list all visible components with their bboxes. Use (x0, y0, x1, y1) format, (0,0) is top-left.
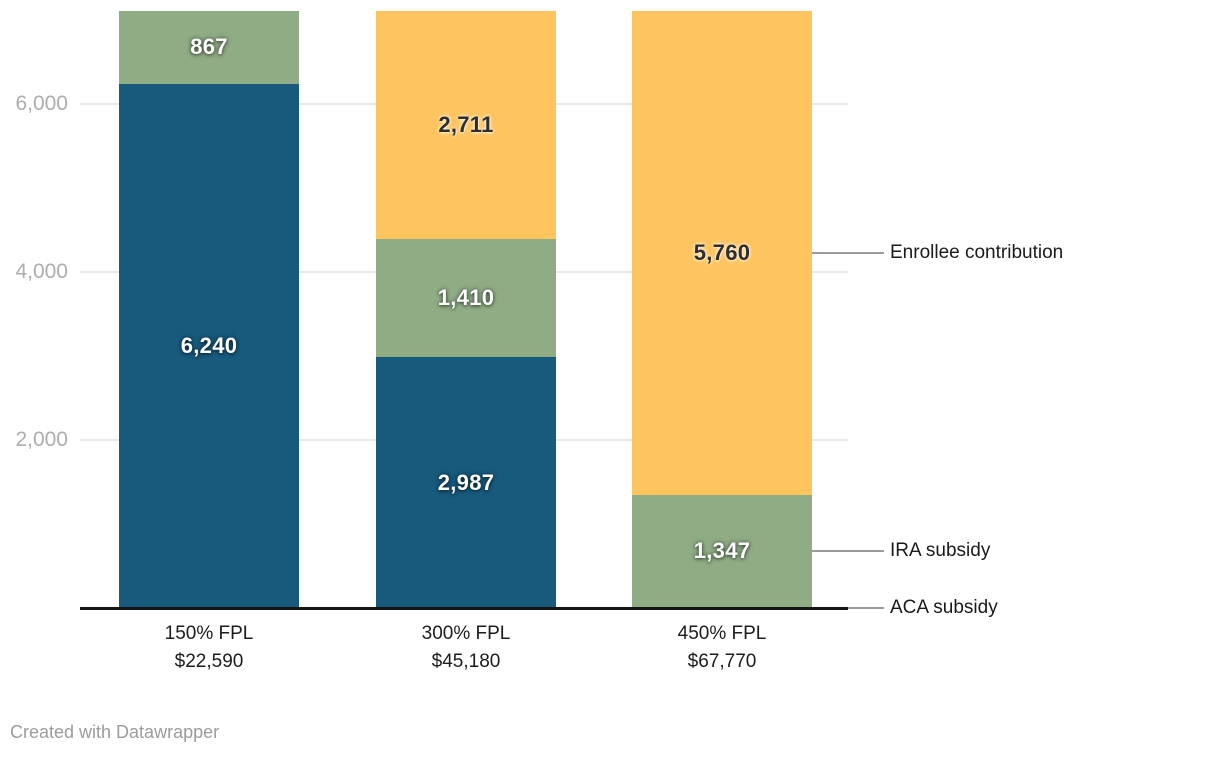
legend-label: Enrollee contribution (890, 241, 1064, 263)
legend-label: ACA subsidy (890, 597, 998, 618)
category-income: $67,770 (687, 651, 757, 672)
bar-value-label: 2,711 (438, 111, 494, 137)
category-name: 450% FPL (677, 623, 767, 644)
y-axis-tick-label: 6,000 (15, 92, 68, 115)
y-axis-tick-label: 2,000 (15, 428, 68, 451)
bar-value-label: 867 (190, 34, 228, 60)
bar-segment: 5,760 (632, 11, 812, 495)
bar-segment: 6,240 (119, 83, 299, 608)
bar-value-label: 6,240 (180, 332, 238, 358)
bar-value-label: 1,410 (437, 284, 495, 310)
x-axis-category-label: 450% FPL $67,770 (592, 620, 852, 676)
bar-value-label: 2,987 (437, 469, 495, 495)
bar-value-label: 1,347 (693, 538, 751, 564)
x-axis-category-label: 150% FPL $22,590 (79, 620, 339, 676)
bar-segment: 1,410 (376, 238, 556, 358)
x-axis-line (80, 607, 848, 610)
category-name: 300% FPL (421, 623, 511, 644)
x-axis-category-label: 300% FPL $45,180 (336, 620, 596, 676)
bar-segment: 2,711 (376, 10, 556, 239)
bar-value-label: 5,760 (693, 239, 751, 265)
category-income: $22,590 (174, 651, 244, 672)
legend-connector-line (812, 251, 884, 254)
legend-label: IRA subsidy (890, 540, 991, 562)
attribution-text: Created with Datawrapper (10, 722, 220, 742)
category-name: 150% FPL (164, 623, 254, 644)
category-income: $45,180 (431, 651, 501, 672)
legend-connector-line (812, 607, 884, 609)
y-axis-tick-label: 4,000 (15, 260, 68, 283)
bar-segment: 1,347 (632, 494, 812, 608)
bar-segment: 867 (119, 11, 299, 84)
bar-segment: 2,987 (376, 357, 556, 608)
legend-connector-line (812, 550, 884, 553)
